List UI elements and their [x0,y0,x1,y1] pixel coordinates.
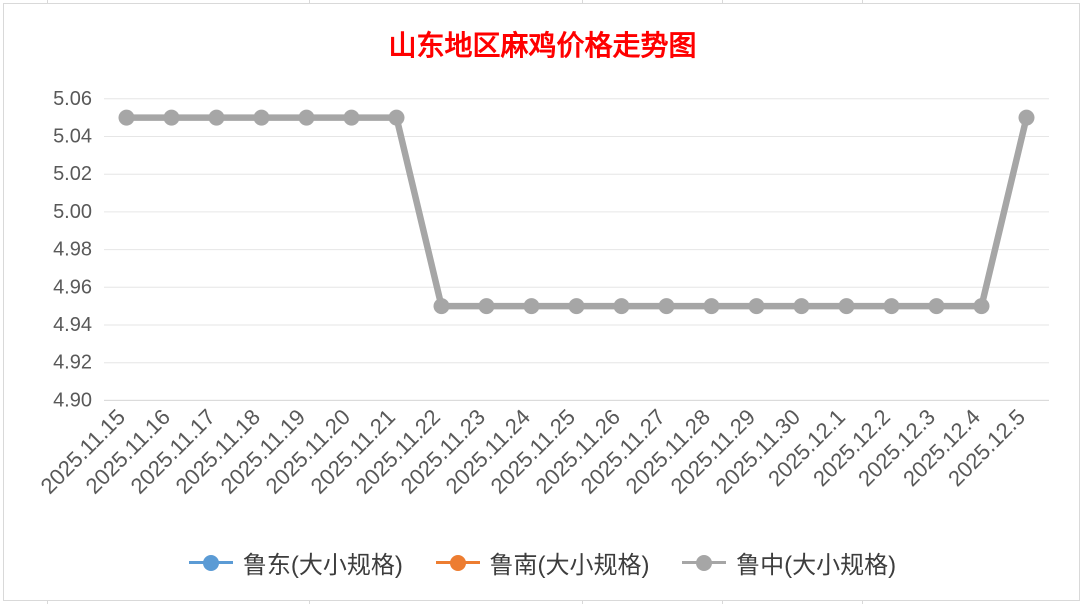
svg-text:5.06: 5.06 [53,88,92,110]
svg-text:4.92: 4.92 [53,352,92,374]
svg-text:4.90: 4.90 [53,389,92,411]
svg-text:5.04: 5.04 [53,126,92,148]
svg-text:4.94: 4.94 [53,314,92,336]
svg-text:4.96: 4.96 [53,276,92,298]
svg-text:5.00: 5.00 [53,201,92,223]
svg-text:4.98: 4.98 [53,239,92,261]
svg-text:5.02: 5.02 [53,163,92,185]
